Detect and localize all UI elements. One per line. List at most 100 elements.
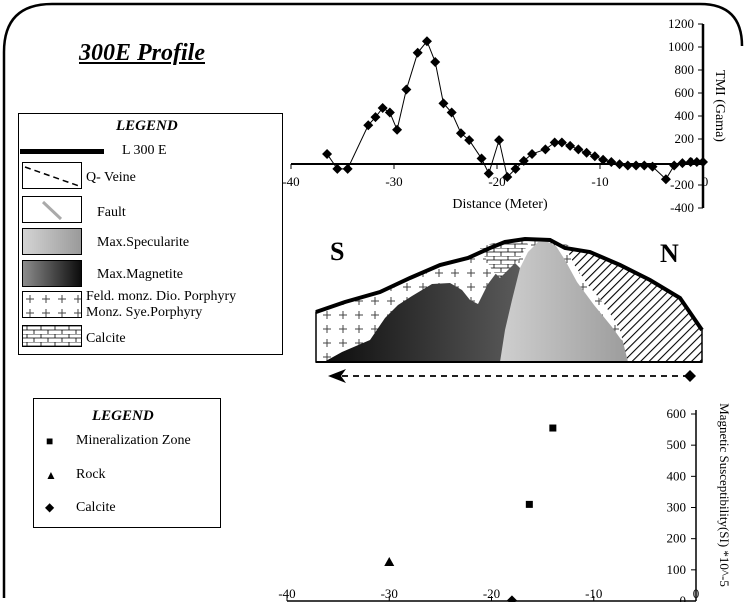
tmi-point [549,137,560,148]
legend-label-line: L 300 E [122,143,167,158]
tmi-point [677,158,688,169]
tmi-point [622,160,633,171]
susc-y-tick-label: 500 [667,437,687,452]
tmi-y-tick-label: 800 [675,62,695,77]
south-label: S [330,237,345,266]
tmi-point [660,174,671,185]
legend-label-monz-porphyry: Monz. Sye.Porphyry [86,305,203,320]
tmi-point [573,144,584,155]
susc-point-square [549,424,557,432]
tmi-point [401,84,412,95]
legend-label-qveine: Q- Veine [86,170,136,185]
tmi-point [510,163,521,174]
cross-section [315,236,704,383]
legend-label-magnetite: Max.Magnetite [97,267,183,282]
figure-title: 300E Profile [79,40,205,66]
susceptibility-chart: -40 -30 -20 -10 0 600 500 400 300 200 100 0 Magnetic… [278,403,732,602]
hatched-unit [566,248,702,362]
susc-x-tick-label: -20 [483,586,500,601]
tmi-point [412,47,423,58]
gray-line-symbol [22,196,82,223]
calcite-unit [480,240,528,278]
tmi-point [363,120,374,131]
tmi-point [589,151,600,162]
tmi-point [464,135,475,146]
tmi-x-axis-title: Distance (Meter) [452,197,548,212]
tmi-point [540,144,551,155]
dashed-line-symbol [22,162,82,189]
tmi-x-tick-label: 0 [702,174,709,189]
tmi-point [581,147,592,158]
tmi-y-tick-label: 600 [675,85,695,100]
tmi-point [342,163,353,174]
tmi-y-tick-label: 1200 [668,16,694,31]
tmi-point [565,140,576,151]
legend-label-specularite: Max.Specularite [97,235,190,250]
susc-y-tick-label: 400 [667,468,687,483]
tmi-y-tick-label: 1000 [668,39,694,54]
tmi-point [669,160,680,171]
susc-y-tick-label: 600 [667,406,687,421]
tmi-x-tick-label: -30 [385,174,402,189]
tmi-y-tick-label: 400 [675,108,695,123]
triangle-icon: ▲ [45,468,57,482]
legend-label-feld-porphyry: Feld. monz. Dio. Porphyry [86,289,237,304]
susc-point-diamond [506,595,517,602]
tmi-point [639,160,650,171]
tmi-point [322,148,333,159]
diamond-icon: ◆ [45,500,55,514]
tmi-y-axis-title: TMI (Gama) [712,70,727,142]
arrow-head [328,369,346,383]
tmi-point [556,137,567,148]
tmi-point [606,157,617,167]
tmi-point [647,161,658,172]
thick-line-symbol [20,149,104,154]
tmi-point [527,148,538,159]
tmi-chart: -40-30-20-100120010008006004002000-200-4… [282,16,727,215]
tmi-point [476,153,487,164]
tmi-point [685,157,696,167]
tmi-point [430,56,441,67]
tmi-point [598,154,609,165]
tmi-point [494,135,505,146]
tmi-y-tick-label: 200 [675,131,695,146]
tmi-point [502,171,513,182]
susc-point-triangle [384,557,395,567]
tmi-point [421,36,432,47]
legend-label-rock: Rock [76,467,106,482]
tmi-x-tick-label: -10 [591,174,608,189]
legend-samples [33,398,221,528]
tmi-x-tick-label: -20 [488,174,505,189]
tmi-y-tick-label: -400 [670,200,694,215]
susc-y-tick-label: 0 [680,593,687,602]
square-icon: ■ [46,434,54,448]
magnetite-swatch [22,260,82,287]
tmi-point [438,98,449,109]
tmi-point [392,124,403,135]
susc-point-square [525,500,533,508]
brick-pattern-swatch [22,325,82,347]
tmi-point [691,157,702,167]
north-label: N [660,239,679,268]
tmi-point [446,107,457,118]
susc-y-tick-label: 200 [667,531,687,546]
susc-x-tick-label: -30 [381,586,398,601]
tmi-point [332,163,343,174]
tmi-x-tick-label: -40 [282,174,299,189]
legend-label-fault: Fault [97,205,126,220]
legend-label-calcite-sample: Calcite [76,500,116,515]
tmi-point [455,128,466,139]
arrow-end-diamond [684,370,696,382]
susc-x-tick-label: -40 [278,586,295,601]
susc-y-tick-label: 300 [667,500,687,515]
tmi-point [518,155,529,166]
legend-label-mineralization: Mineralization Zone [76,433,191,448]
specularite-swatch [22,228,82,255]
tmi-point [614,159,625,170]
susc-y-tick-label: 100 [667,562,687,577]
tmi-y-tick-label: -200 [670,177,694,192]
tmi-point [384,107,395,118]
tmi-point [698,157,708,167]
